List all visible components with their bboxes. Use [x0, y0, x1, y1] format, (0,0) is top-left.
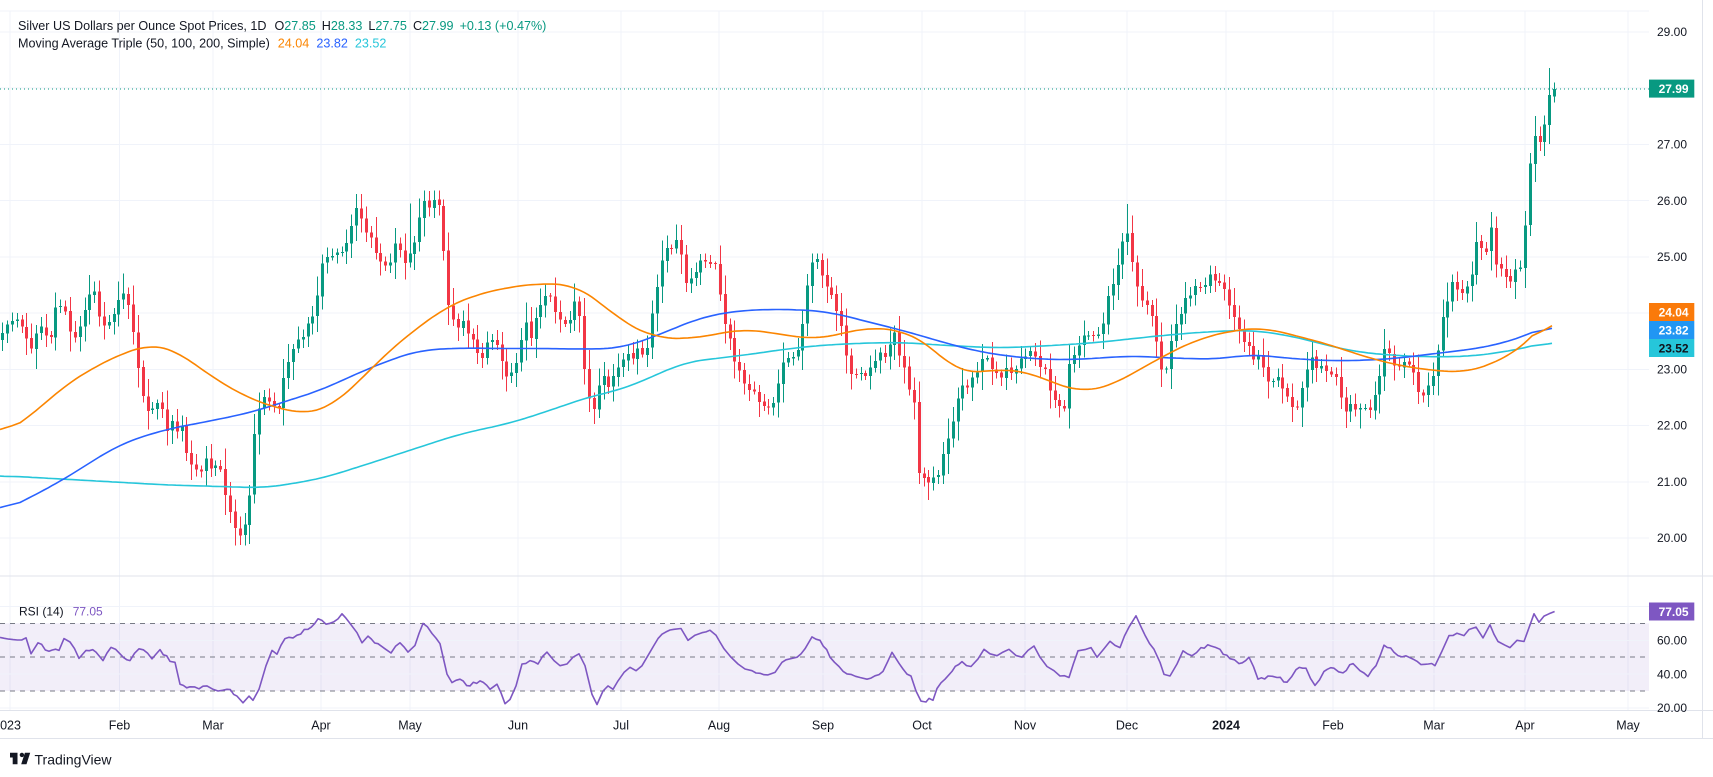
svg-text:Mar: Mar	[202, 719, 224, 733]
svg-text:Jul: Jul	[613, 719, 629, 733]
svg-text:23.00: 23.00	[1657, 363, 1687, 377]
svg-text:23.52: 23.52	[1659, 341, 1689, 355]
svg-text:21.00: 21.00	[1657, 475, 1687, 489]
svg-text:Oct: Oct	[912, 719, 932, 733]
svg-text:20.00: 20.00	[1657, 531, 1687, 545]
svg-text:Apr: Apr	[1515, 719, 1534, 733]
svg-text:May: May	[1616, 719, 1640, 733]
svg-text:Apr: Apr	[311, 719, 330, 733]
svg-text:77.05: 77.05	[1659, 605, 1689, 619]
svg-text:40.00: 40.00	[1657, 667, 1687, 681]
svg-text:2024: 2024	[1212, 719, 1240, 733]
svg-text:Mar: Mar	[1423, 719, 1445, 733]
svg-text:23.82: 23.82	[1659, 323, 1689, 337]
svg-text:RSI (14)77.05: RSI (14) 77.05	[19, 605, 103, 619]
svg-text:Nov: Nov	[1014, 719, 1037, 733]
svg-text:60.00: 60.00	[1657, 634, 1687, 648]
svg-text:27.99: 27.99	[1659, 82, 1689, 96]
svg-text:023: 023	[0, 719, 21, 733]
svg-text:TradingView: TradingView	[35, 752, 113, 768]
svg-text:Moving Average Triple (50, 100: Moving Average Triple (50, 100, 200, Sim…	[18, 37, 386, 51]
svg-text:26.00: 26.00	[1657, 194, 1687, 208]
svg-text:Jun: Jun	[508, 719, 528, 733]
svg-text:Sep: Sep	[812, 719, 834, 733]
svg-text:27.00: 27.00	[1657, 138, 1687, 152]
svg-text:24.04: 24.04	[1659, 305, 1689, 319]
svg-text:Feb: Feb	[1322, 719, 1344, 733]
svg-text:29.00: 29.00	[1657, 25, 1687, 39]
svg-text:Dec: Dec	[1116, 719, 1138, 733]
svg-text:Feb: Feb	[109, 719, 131, 733]
svg-text:Aug: Aug	[708, 719, 730, 733]
svg-text:25.00: 25.00	[1657, 250, 1687, 264]
svg-text:22.00: 22.00	[1657, 419, 1687, 433]
svg-text:20.00: 20.00	[1657, 701, 1687, 715]
svg-text:May: May	[398, 719, 422, 733]
svg-text:Silver US Dollars per Ounce Sp: Silver US Dollars per Ounce Spot Prices,…	[18, 19, 546, 33]
